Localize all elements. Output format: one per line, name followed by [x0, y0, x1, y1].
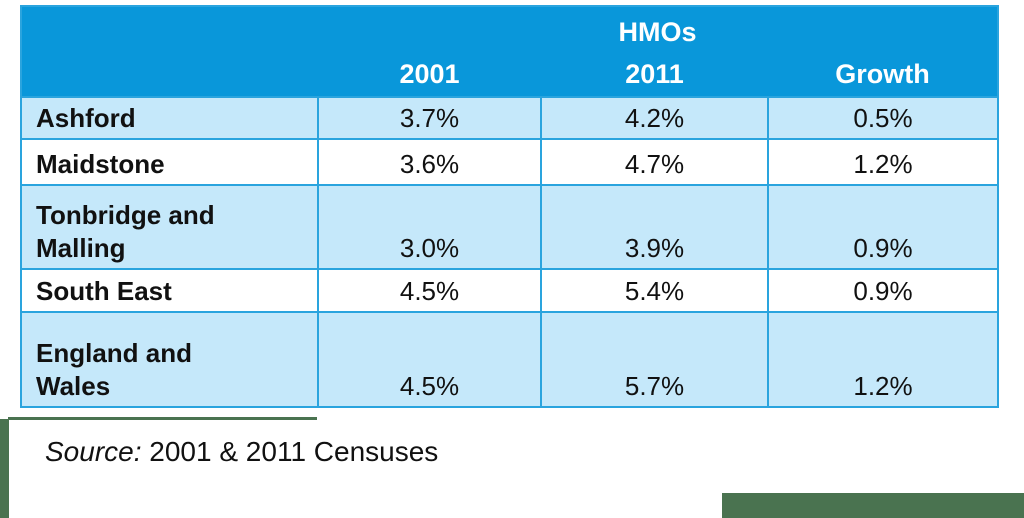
value-growth: 0.9% [766, 184, 1000, 270]
source-box-top-border [8, 417, 317, 420]
hmo-table: HMOs 2001 2011 Growth Ashford 3.7% 4.2% … [20, 5, 1000, 408]
row-label: Tonbridge and Malling [20, 184, 319, 270]
source-note: Source: 2001 & 2011 Censuses [45, 436, 438, 468]
value-growth: 0.5% [766, 96, 1000, 140]
value-2011: 4.7% [540, 138, 769, 186]
table-row-tonbridge-and-malling: Tonbridge and Malling 3.0% 3.9% 0.9% [20, 184, 1000, 270]
table-group-header: HMOs [318, 6, 999, 50]
value-2001: 4.5% [317, 268, 542, 313]
hmo-table-body: Ashford 3.7% 4.2% 0.5% Maidstone 3.6% 4.… [20, 96, 1000, 408]
table-row-england-and-wales: England and Wales 4.5% 5.7% 1.2% [20, 311, 1000, 408]
table-column-header-row: 2001 2011 Growth [21, 50, 999, 97]
column-header-2001: 2001 [318, 50, 541, 97]
value-growth: 0.9% [766, 268, 1000, 313]
source-note-text: 2001 & 2011 Censuses [149, 436, 439, 467]
source-box-left-border [0, 419, 9, 518]
row-label: South East [20, 268, 319, 313]
value-2001: 3.7% [317, 96, 542, 140]
header-empty-cell [21, 6, 318, 97]
value-growth: 1.2% [766, 311, 1000, 408]
table-row-ashford: Ashford 3.7% 4.2% 0.5% [20, 96, 1000, 140]
value-2001: 3.0% [317, 184, 542, 270]
value-2001: 3.6% [317, 138, 542, 186]
row-label: England and Wales [20, 311, 319, 408]
source-note-label: Source: [45, 436, 142, 467]
value-2011: 4.2% [540, 96, 769, 140]
column-header-growth: Growth [768, 50, 999, 97]
green-footer-block [722, 493, 1024, 518]
column-header-2011: 2011 [541, 50, 768, 97]
table-row-maidstone: Maidstone 3.6% 4.7% 1.2% [20, 138, 1000, 186]
row-label: Maidstone [20, 138, 319, 186]
hmo-table-header: HMOs 2001 2011 Growth [21, 6, 999, 97]
table-group-header-row: HMOs [21, 6, 999, 97]
value-2011: 5.4% [540, 268, 769, 313]
value-growth: 1.2% [766, 138, 1000, 186]
value-2001: 4.5% [317, 311, 542, 408]
row-label: Ashford [20, 96, 319, 140]
table-row-south-east: South East 4.5% 5.4% 0.9% [20, 268, 1000, 313]
value-2011: 3.9% [540, 184, 769, 270]
value-2011: 5.7% [540, 311, 769, 408]
